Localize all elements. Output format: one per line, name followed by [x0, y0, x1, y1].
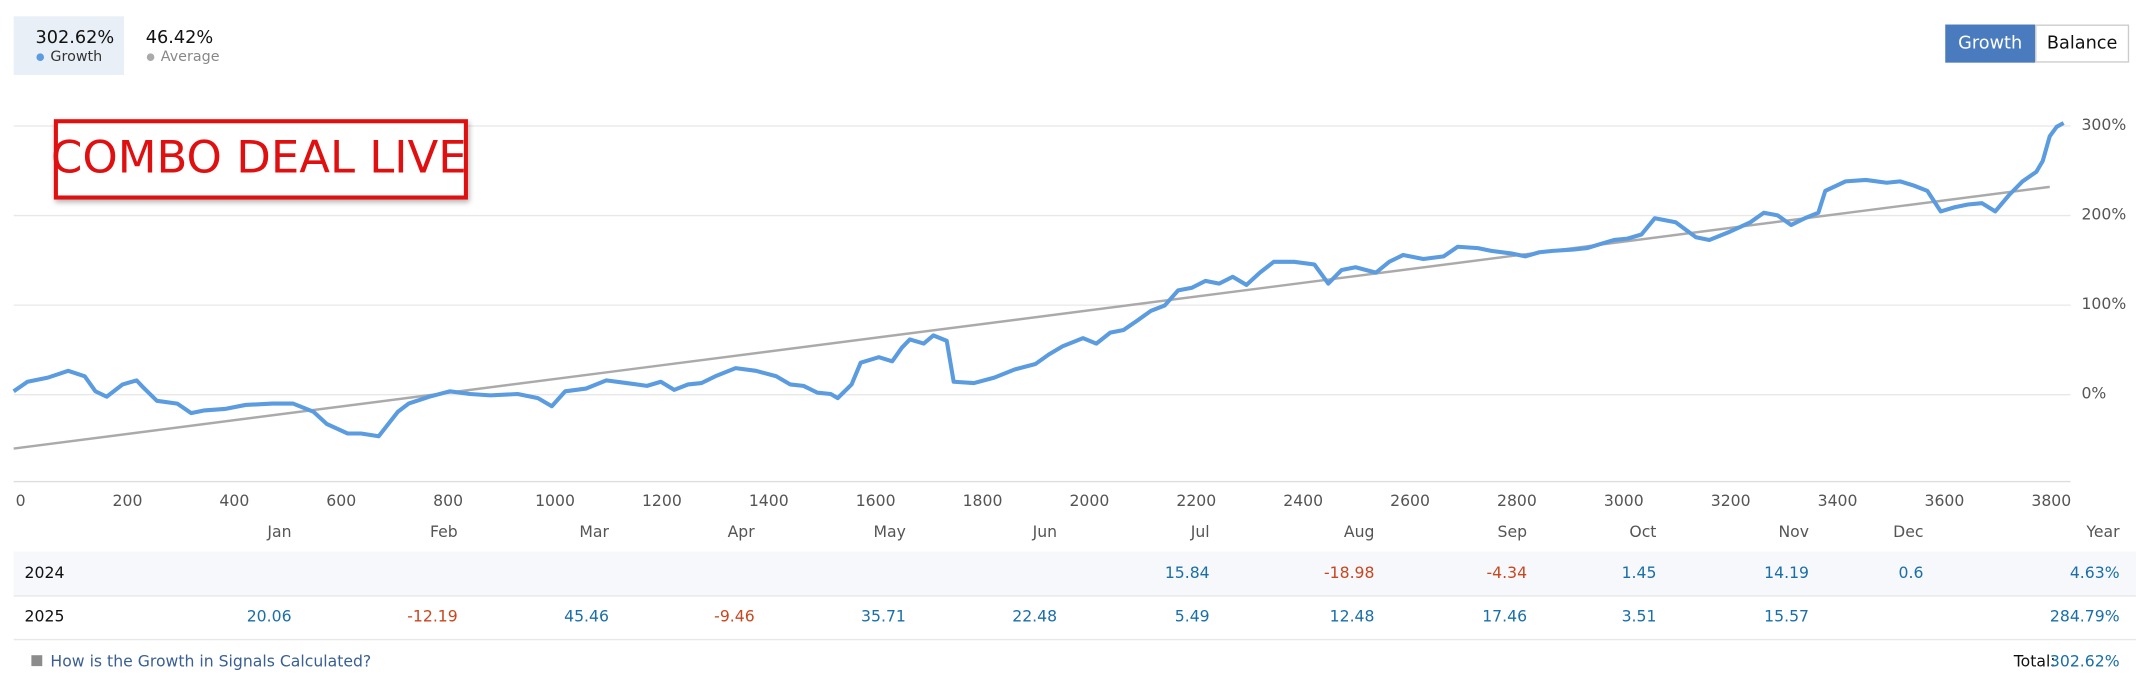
column-header: Dec [1893, 522, 1923, 541]
column-header: Apr [728, 522, 756, 541]
x-tick-label: 3600 [1925, 491, 1965, 510]
row-bg [13, 551, 2136, 596]
legend-label: Growth [50, 49, 102, 65]
tab-balance[interactable] [2035, 24, 2130, 63]
x-tick-label: 2800 [1497, 491, 1537, 510]
table-cell: 284.79% [2050, 607, 2120, 626]
column-header: Jun [1032, 522, 1057, 541]
x-tick-label: 400 [219, 491, 249, 510]
x-tick-label: 3200 [1711, 491, 1751, 510]
x-tick-label: 2000 [1069, 491, 1109, 510]
x-tick-label: 600 [326, 491, 356, 510]
annotation-box [53, 119, 468, 200]
x-tick-label: 1600 [856, 491, 896, 510]
table-cell: 20.06 [247, 607, 292, 626]
tab-growth[interactable] [1945, 24, 2036, 63]
x-tick-label: 2400 [1283, 491, 1323, 510]
table-cell: 4.63% [2070, 563, 2120, 582]
column-header: Mar [579, 522, 609, 541]
x-tick-label: 1400 [749, 491, 789, 510]
column-header: Feb [430, 522, 458, 541]
x-tick-label: 1000 [535, 491, 575, 510]
x-tick-label: 3400 [1818, 491, 1858, 510]
plot: 0% 100% 200% 300% 0 200 400 600 800 1000 1200 1400 1… [12, 115, 2126, 510]
table-cell: 15.57 [1764, 607, 1809, 626]
table-cell: 15.84 [1165, 563, 1210, 582]
x-tick-label: 800 [433, 491, 463, 510]
y-tick-label: 100% [2081, 294, 2126, 313]
legend-label: Average [161, 49, 220, 65]
x-tick-label: 3800 [2031, 491, 2071, 510]
table-cell: 12.48 [1330, 607, 1375, 626]
x-tick-label: 0 [16, 491, 26, 510]
column-header: May [874, 522, 906, 541]
legend-dot [36, 53, 45, 62]
help-icon [31, 655, 43, 667]
average-line [13, 185, 2050, 450]
column-header: Year [2085, 522, 2120, 541]
growth-summary[interactable] [13, 16, 125, 75]
x-tick-label: 3000 [1604, 491, 1644, 510]
row-label: 2024 [25, 563, 65, 582]
annotation: COMBO DEAL LIVE [51, 131, 467, 184]
table-cell: 1.45 [1622, 563, 1657, 582]
table: Jan Feb Mar Apr May Jun Jul Aug Sep Oct Nov Dec Year… [25, 522, 2121, 625]
total-label: Total: [2013, 652, 2056, 671]
column-header: Jul [1190, 522, 1210, 541]
table-cell: -18.98 [1324, 563, 1374, 582]
row-label: 2025 [25, 607, 65, 626]
table-cell: 3.51 [1622, 607, 1657, 626]
table-cell: -4.34 [1487, 563, 1528, 582]
legend-dot [146, 53, 155, 62]
table-cell: 14.19 [1764, 563, 1809, 582]
table-cell: -9.46 [714, 607, 755, 626]
x-tick-label: 200 [113, 491, 143, 510]
total-value: 302.62% [2050, 652, 2120, 671]
column-header: Oct [1629, 522, 1656, 541]
x-tick-label: 2200 [1176, 491, 1216, 510]
column-header: Jan [266, 522, 291, 541]
table-cell: 45.46 [564, 607, 609, 626]
growth-value: 302.62% [35, 28, 114, 48]
table-cell: 35.71 [861, 607, 906, 626]
growth-line [12, 121, 2065, 439]
y-tick-label: 300% [2081, 115, 2126, 134]
help-link[interactable]: How is the Growth in Signals Calculated? [50, 652, 371, 671]
column-header: Sep [1498, 522, 1528, 541]
table-cell: 22.48 [1012, 607, 1057, 626]
column-header: Nov [1778, 522, 1809, 541]
x-tick-label: 1800 [963, 491, 1003, 510]
x-tick-label: 1200 [642, 491, 682, 510]
x-tick-label: 2600 [1390, 491, 1430, 510]
tab-label[interactable]: Growth [1958, 34, 2022, 54]
y-tick-label: 200% [2081, 204, 2126, 223]
table-cell: -12.19 [407, 607, 457, 626]
column-header: Aug [1344, 522, 1375, 541]
average-value: 46.42% [146, 28, 213, 48]
y-tick-label: 0% [2081, 384, 2106, 403]
table-cell: 5.49 [1175, 607, 1210, 626]
tab-label[interactable]: Balance [2047, 34, 2118, 54]
table-cell: 17.46 [1482, 607, 1527, 626]
table-cell: 0.6 [1899, 563, 1924, 582]
